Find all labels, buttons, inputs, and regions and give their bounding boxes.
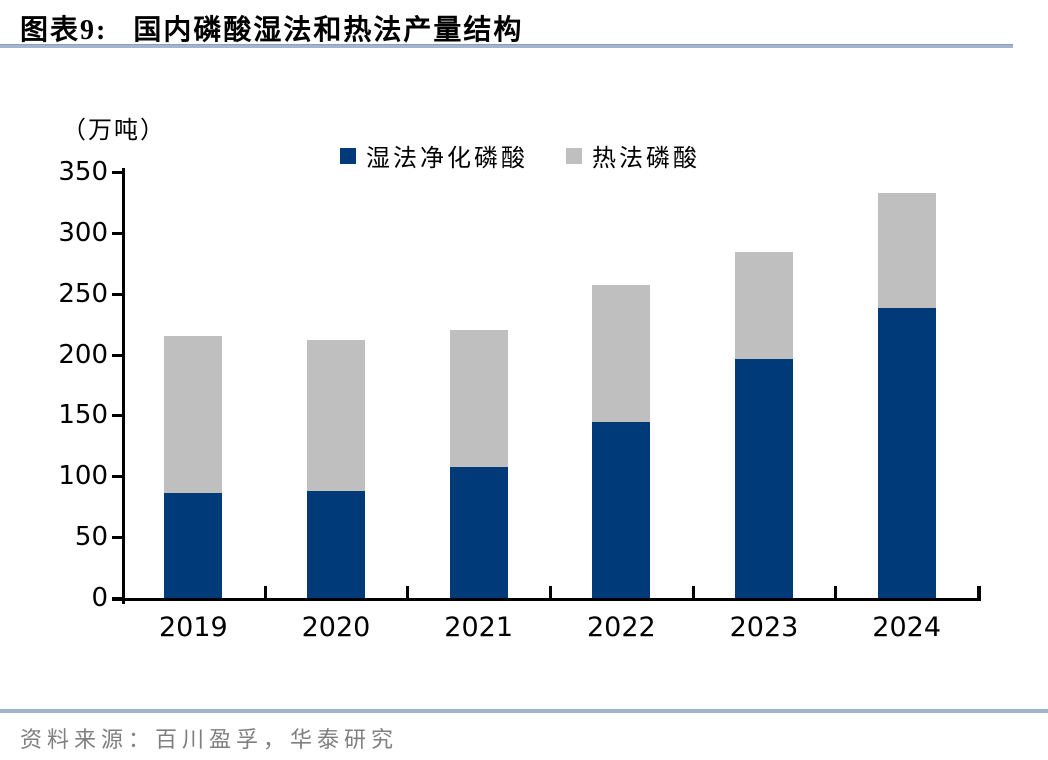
bar-segment-thermal <box>449 330 508 467</box>
chart-legend: 湿法净化磷酸 热法磷酸 <box>340 138 760 173</box>
y-tick-label: 150 <box>58 400 108 431</box>
figure-title-line: 图表9: 国内磷酸湿法和热法产量结构 <box>20 8 1030 48</box>
stacked-bar-chart: （万吨） 湿法净化磷酸 热法磷酸 0 50 100 150 200 250 300 350 201… <box>58 118 981 643</box>
source-note: 资料来源：百川盈孚，华泰研究 <box>20 727 399 752</box>
x-category-label: 2022 <box>586 612 656 643</box>
y-tick-mark <box>112 292 122 296</box>
y-tick-mark <box>112 414 122 418</box>
x-tick-mark <box>977 586 980 598</box>
bar-segment-wet <box>592 421 651 598</box>
bar-segment-thermal <box>877 192 936 309</box>
figure-title: 国内磷酸湿法和热法产量结构 <box>133 15 524 46</box>
bar-segment-wet <box>735 359 793 598</box>
x-tick-mark <box>834 586 838 598</box>
legend-swatch-icon <box>340 147 356 164</box>
figure-number: 图表9: <box>20 15 108 46</box>
legend-item-wet-process: 湿法净化磷酸 <box>340 138 528 173</box>
y-tick-mark <box>112 231 122 235</box>
legend-swatch-icon <box>566 147 582 164</box>
x-tick-mark <box>549 586 552 598</box>
y-tick-label: 300 <box>58 217 108 248</box>
title-underline <box>0 44 1013 48</box>
y-tick-label: 350 <box>58 157 108 187</box>
bar-segment-thermal <box>592 285 651 422</box>
y-tick-label: 0 <box>91 583 108 613</box>
x-axis-line <box>112 598 981 601</box>
y-tick-label: 250 <box>58 278 108 309</box>
x-tick-mark <box>691 586 695 598</box>
x-tick-mark <box>263 586 267 598</box>
x-category-label: 2023 <box>729 612 799 643</box>
legend-item-thermal-process: 热法磷酸 <box>566 138 700 173</box>
y-tick-label: 200 <box>58 339 108 370</box>
footer-divider <box>0 709 1048 713</box>
bar-segment-thermal <box>735 252 793 360</box>
y-tick-mark <box>112 171 122 174</box>
bar-segment-wet <box>449 466 508 598</box>
bar-segment-thermal <box>164 336 223 494</box>
x-category-label: 2019 <box>158 612 228 643</box>
bar-segment-wet <box>307 490 365 598</box>
bar-segment-thermal <box>307 339 365 491</box>
y-tick-mark <box>112 597 122 600</box>
bar-segment-wet <box>164 493 223 598</box>
y-axis-unit-label: （万吨） <box>62 118 166 144</box>
legend-label: 湿法净化磷酸 <box>366 146 528 172</box>
figure-header: 图表9: 国内磷酸湿法和热法产量结构 <box>20 8 1030 48</box>
bar-segment-wet <box>877 308 936 598</box>
y-tick-mark <box>112 475 122 479</box>
y-tick-label: 50 <box>74 522 108 553</box>
legend-label: 热法磷酸 <box>592 146 700 172</box>
x-tick-mark <box>406 586 410 598</box>
y-tick-mark <box>112 353 122 357</box>
x-category-label: 2020 <box>301 612 371 643</box>
x-category-label: 2021 <box>444 612 514 643</box>
x-category-label: 2024 <box>872 612 942 643</box>
y-axis-line <box>122 168 125 604</box>
y-tick-label: 100 <box>58 461 108 492</box>
y-tick-mark <box>112 536 122 540</box>
